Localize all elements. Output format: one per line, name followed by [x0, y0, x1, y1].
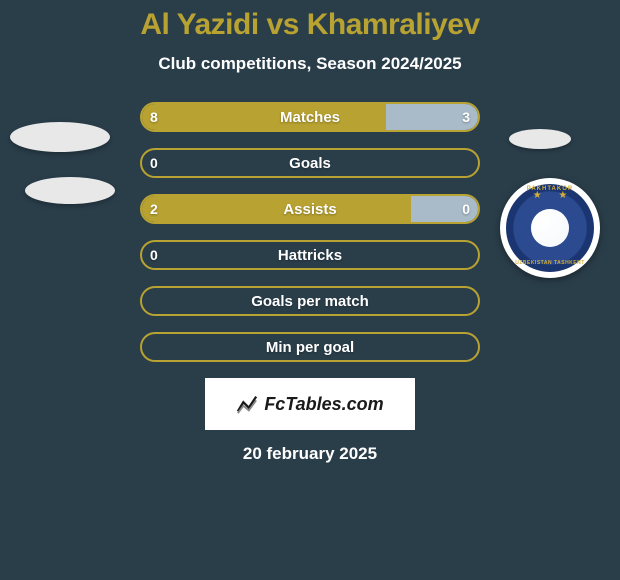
comparison-chart: Matches83Goals0Assists20Hattricks0Goals …	[0, 102, 620, 362]
stat-value-right: 3	[462, 102, 470, 132]
stat-row: Hattricks0	[140, 240, 480, 270]
stat-row: Assists2 0	[140, 194, 480, 224]
stat-row: Goals0	[140, 148, 480, 178]
branding-text: FcTables.com	[264, 394, 383, 415]
fctables-logo-icon	[236, 393, 258, 415]
stat-label: Min per goal	[140, 332, 480, 362]
stat-row: Min per goal	[140, 332, 480, 362]
stat-value-left: 8	[150, 102, 158, 132]
stat-label: Assists	[140, 194, 480, 224]
comparison-title: Al Yazidi vs Khamraliyev	[0, 0, 620, 42]
stat-row: Matches8 3	[140, 102, 480, 132]
footer-date: 20 february 2025	[0, 444, 620, 464]
stat-value-left: 2	[150, 194, 158, 224]
stat-value-right: 0	[462, 194, 470, 224]
stat-label: Matches	[140, 102, 480, 132]
stat-label: Hattricks	[140, 240, 480, 270]
stat-label: Goals	[140, 148, 480, 178]
comparison-subtitle: Club competitions, Season 2024/2025	[0, 54, 620, 74]
stat-row: Goals per match	[140, 286, 480, 316]
stat-value-left: 0	[150, 240, 158, 270]
stat-value-left: 0	[150, 148, 158, 178]
branding-badge: FcTables.com	[205, 378, 415, 430]
stat-label: Goals per match	[140, 286, 480, 316]
